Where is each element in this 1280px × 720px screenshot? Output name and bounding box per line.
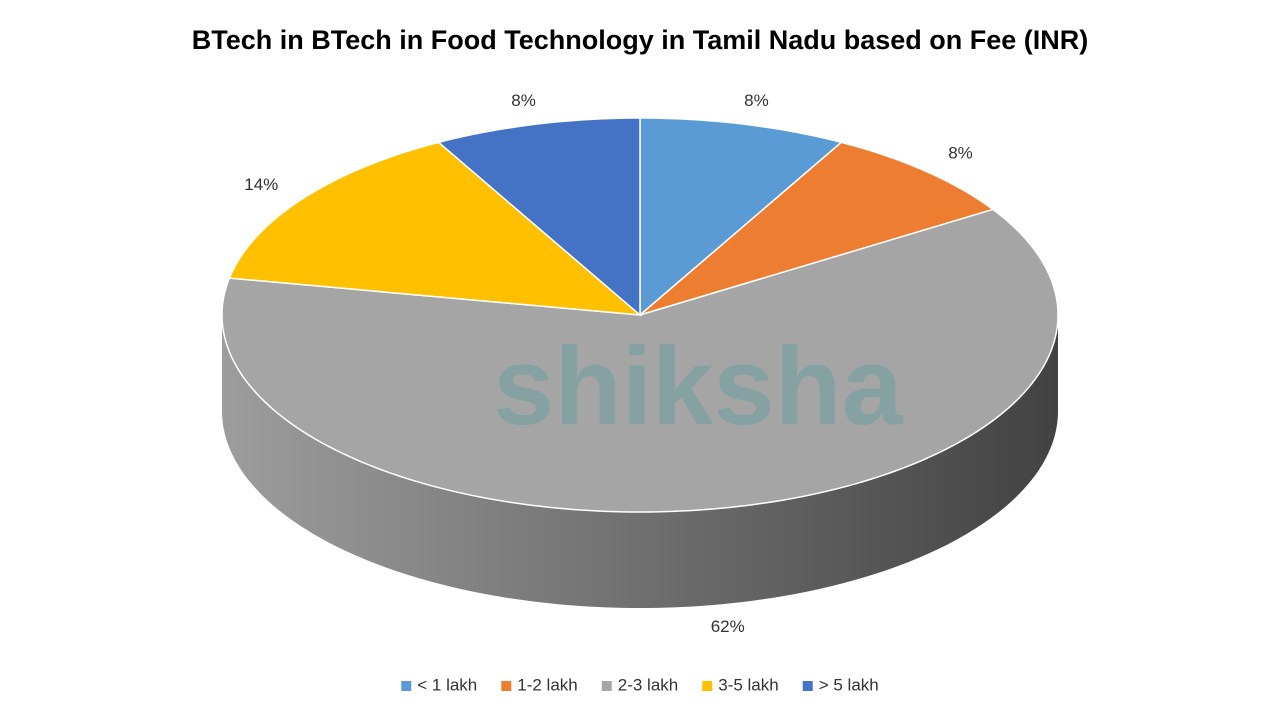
data-label: 62% — [711, 617, 745, 636]
legend-swatch — [702, 681, 713, 691]
legend-label: 2-3 lakh — [618, 675, 678, 694]
chart-title: BTech in BTech in Food Technology in Tam… — [192, 25, 1089, 55]
data-label: 8% — [511, 91, 536, 110]
legend-item: 2-3 lakh — [601, 675, 678, 694]
legend-item: > 5 lakh — [802, 675, 879, 694]
legend-item: < 1 lakh — [401, 675, 477, 694]
pie-side-shade — [222, 315, 1058, 608]
pie-slice — [228, 141, 643, 316]
data-label: 8% — [744, 91, 769, 110]
legend: < 1 lakh 1-2 lakh 2-3 lakh 3-5 lakh > 5 lakh — [401, 675, 879, 694]
watermark: shiksha — [493, 325, 903, 448]
pie-slice — [221, 208, 1059, 513]
legend-swatch — [501, 681, 512, 691]
legend-label: 3-5 lakh — [718, 675, 778, 694]
legend-swatch — [401, 681, 412, 691]
legend-label: < 1 lakh — [417, 675, 477, 694]
pie-slice — [639, 117, 843, 317]
legend-label: > 5 lakh — [819, 675, 879, 694]
data-label: 8% — [948, 144, 973, 163]
legend-swatch — [601, 681, 612, 691]
pie: 8% 8% 62% 14% 8% — [221, 91, 1059, 636]
pie-slice — [437, 117, 641, 317]
pie-slice — [639, 141, 995, 316]
legend-item: 3-5 lakh — [702, 675, 779, 694]
legend-swatch — [802, 681, 813, 691]
legend-item: 1-2 lakh — [501, 675, 578, 694]
data-label: 14% — [244, 175, 278, 194]
legend-label: 1-2 lakh — [517, 675, 577, 694]
